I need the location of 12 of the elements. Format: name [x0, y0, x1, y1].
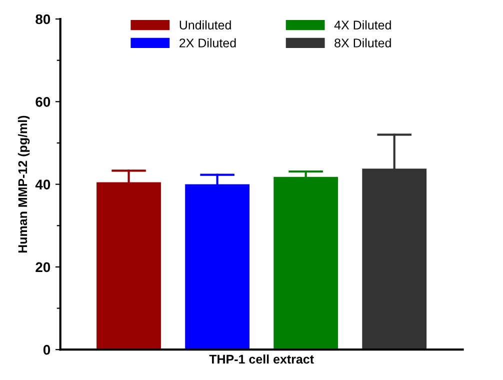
y-tick-label: 20: [36, 262, 50, 272]
y-tick-label: 80: [36, 14, 50, 24]
y-tick-label: 60: [36, 96, 50, 107]
legend-label: Undiluted: [180, 20, 231, 30]
y-axis-title: Human MMP-12 (pg/ml): [18, 116, 30, 253]
legend-label: 4X Diluted: [334, 20, 391, 30]
y-tick-label: 0: [43, 344, 50, 355]
x-tick-label: THP-1 cell extract: [209, 354, 314, 364]
legend-label: 8X Diluted: [334, 38, 391, 48]
y-tick-label: 40: [35, 180, 50, 190]
legend-label: 2X Diluted: [180, 38, 236, 48]
bar: [274, 176, 338, 350]
